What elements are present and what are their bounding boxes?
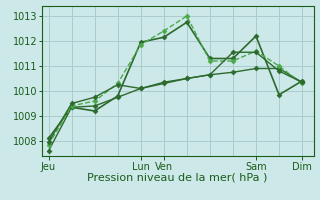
X-axis label: Pression niveau de la mer( hPa ): Pression niveau de la mer( hPa ) bbox=[87, 173, 268, 183]
